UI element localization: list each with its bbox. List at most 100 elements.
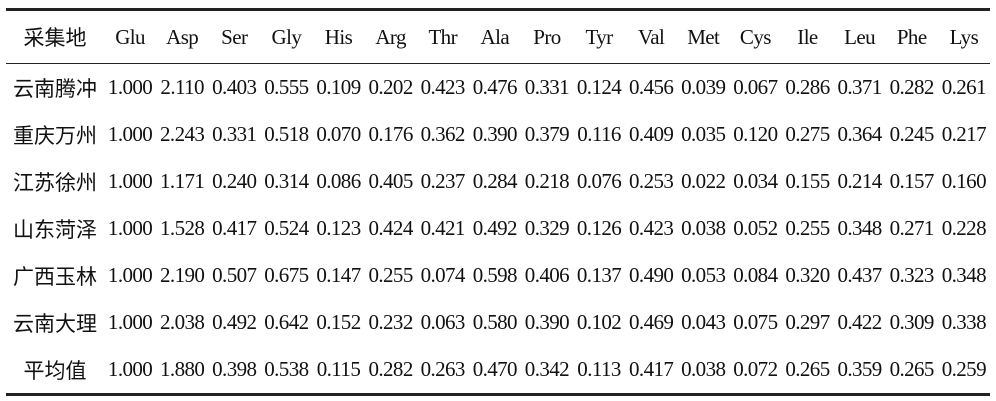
value-cell: 0.598 <box>472 263 518 287</box>
value-cell: 0.084 <box>733 263 778 287</box>
value-cell: 0.147 <box>316 263 361 287</box>
location-cell: 江苏徐州 <box>13 170 97 195</box>
header-cell: Glu <box>115 24 145 49</box>
value-cell: 0.076 <box>576 169 622 193</box>
value-cell: 0.038 <box>681 357 726 381</box>
value-cell: 0.261 <box>941 75 987 99</box>
location-cell: 云南腾冲 <box>13 76 97 101</box>
header-cell: Ala <box>480 24 510 49</box>
value-cell: 0.390 <box>472 122 518 146</box>
value-cell: 0.406 <box>524 263 570 287</box>
value-cell: 1.000 <box>107 216 153 240</box>
value-cell: 0.424 <box>368 216 413 240</box>
value-cell: 0.362 <box>420 122 466 146</box>
value-cell: 0.160 <box>941 169 987 193</box>
value-cell: 0.063 <box>420 310 466 334</box>
header-cell: Asp <box>166 24 199 49</box>
value-cell: 0.507 <box>212 263 257 287</box>
header-cell: Ser <box>221 24 248 49</box>
value-cell: 0.271 <box>889 216 935 240</box>
value-cell: 0.253 <box>629 169 674 193</box>
header-cell: Met <box>687 24 720 49</box>
header-cell: Gly <box>271 24 302 49</box>
value-cell: 0.217 <box>941 122 987 146</box>
value-cell: 1.000 <box>107 75 153 99</box>
header-cell-location: 采集地 <box>23 26 87 50</box>
header-cell: Leu <box>844 24 876 49</box>
value-cell: 2.110 <box>160 75 204 99</box>
value-cell: 0.675 <box>264 263 309 287</box>
value-cell: 0.417 <box>212 216 257 240</box>
value-cell: 0.126 <box>576 216 622 240</box>
header-cell: Ile <box>797 24 818 49</box>
value-cell: 0.580 <box>472 310 518 334</box>
value-cell: 0.116 <box>577 122 621 146</box>
header-cell: Cys <box>739 24 771 49</box>
value-cell: 0.490 <box>629 263 674 287</box>
header-row: 采集地 Glu Asp Ser Gly His Arg Thr Ala Pro Tyr Val Met C… <box>6 10 990 64</box>
table-row: 云南腾冲 1.000 2.110 0.403 0.555 0.109 0.202 0.423 0… <box>6 64 990 112</box>
location-cell: 平均值 <box>23 358 87 383</box>
value-cell: 0.259 <box>941 357 987 381</box>
value-cell: 0.364 <box>837 122 882 146</box>
value-cell: 0.470 <box>472 357 518 381</box>
value-cell: 1.171 <box>160 169 205 193</box>
value-cell: 0.034 <box>733 169 778 193</box>
value-cell: 0.409 <box>629 122 674 146</box>
value-cell: 0.309 <box>889 310 935 334</box>
value-cell: 0.417 <box>629 357 674 381</box>
value-cell: 1.880 <box>160 357 205 381</box>
location-cell: 山东菏泽 <box>13 217 97 242</box>
value-cell: 1.000 <box>107 169 153 193</box>
header-cell: Arg <box>375 24 406 49</box>
value-cell: 0.423 <box>420 75 466 99</box>
value-cell: 0.109 <box>316 75 361 99</box>
value-cell: 2.038 <box>160 310 205 334</box>
value-cell: 0.518 <box>264 122 309 146</box>
value-cell: 0.282 <box>889 75 935 99</box>
value-cell: 0.115 <box>316 357 361 381</box>
value-cell: 0.331 <box>212 122 257 146</box>
value-cell: 0.074 <box>420 263 466 287</box>
value-cell: 0.214 <box>837 169 882 193</box>
value-cell: 0.314 <box>264 169 309 193</box>
value-cell: 0.348 <box>837 216 882 240</box>
table-row: 重庆万州 1.000 2.243 0.331 0.518 0.070 0.176 0.362 0… <box>6 111 990 158</box>
value-cell: 0.120 <box>733 122 778 146</box>
value-cell: 0.538 <box>264 357 309 381</box>
value-cell: 0.555 <box>264 75 309 99</box>
value-cell: 0.113 <box>577 357 621 381</box>
value-cell: 0.255 <box>785 216 830 240</box>
value-cell: 0.323 <box>889 263 935 287</box>
value-cell: 0.123 <box>316 216 361 240</box>
header-cell: Pro <box>533 24 561 49</box>
amino-acid-table: 采集地 Glu Asp Ser Gly His Arg Thr Ala Pro Tyr Val Met C… <box>6 8 990 396</box>
value-cell: 0.492 <box>472 216 518 240</box>
value-cell: 0.437 <box>837 263 882 287</box>
value-cell: 0.237 <box>420 169 466 193</box>
value-cell: 0.275 <box>785 122 830 146</box>
value-cell: 0.284 <box>472 169 518 193</box>
table-body: 云南腾冲 1.000 2.110 0.403 0.555 0.109 0.202 0.423 0… <box>6 64 990 395</box>
value-cell: 1.000 <box>107 310 153 334</box>
value-cell: 0.137 <box>576 263 622 287</box>
value-cell: 0.228 <box>941 216 987 240</box>
value-cell: 1.000 <box>107 357 153 381</box>
value-cell: 0.642 <box>264 310 309 334</box>
header-cell: Lys <box>949 24 979 49</box>
header-cell: His <box>324 24 353 49</box>
location-cell: 重庆万州 <box>13 123 97 148</box>
value-cell: 0.371 <box>837 75 882 99</box>
value-cell: 0.218 <box>524 169 570 193</box>
header-cell: Tyr <box>585 24 614 49</box>
value-cell: 0.070 <box>316 122 361 146</box>
value-cell: 0.423 <box>629 216 674 240</box>
table-container: 采集地 Glu Asp Ser Gly His Arg Thr Ala Pro Tyr Val Met C… <box>6 8 990 396</box>
value-cell: 0.476 <box>472 75 518 99</box>
value-cell: 0.331 <box>524 75 570 99</box>
value-cell: 0.157 <box>889 169 935 193</box>
value-cell: 0.176 <box>368 122 413 146</box>
value-cell: 0.398 <box>212 357 257 381</box>
value-cell: 0.072 <box>733 357 778 381</box>
